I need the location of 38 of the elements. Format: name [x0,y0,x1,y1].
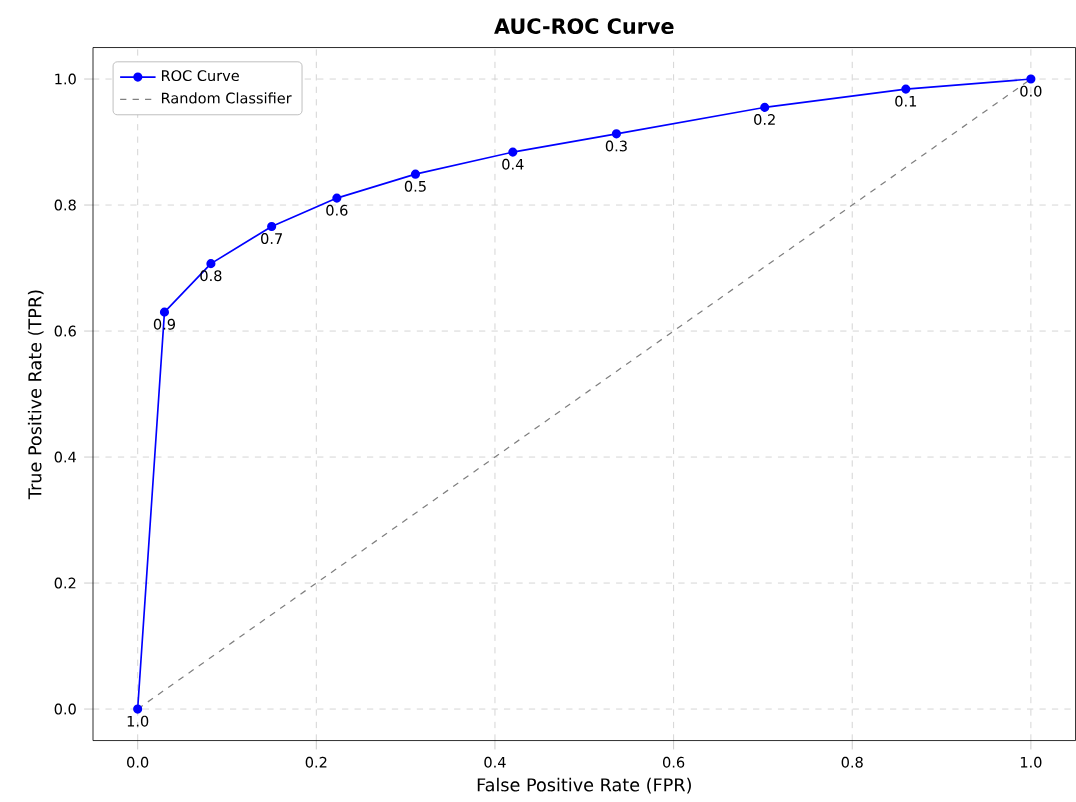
point [508,147,518,157]
legend-label: Random Classifier [161,92,292,104]
point [901,84,911,94]
point [332,193,342,203]
point [133,704,143,714]
y-tick-label: 0.6 [54,325,76,337]
point [760,102,770,112]
legend-label: ROC Curve [161,70,239,82]
annotation: 1.0 [127,715,149,727]
annotation: 0.7 [261,233,282,245]
annotation: 0.1 [895,95,917,107]
chart-title: AUC-ROC Curve [494,18,674,34]
x-tick-label: 0.0 [127,756,149,768]
y-tick-label: 0.0 [54,703,76,715]
annotation: 0.4 [502,158,524,170]
x-tick-label: 1.0 [1020,756,1042,768]
x-tick-label: 0.8 [841,756,863,768]
annotation: 0.0 [1020,85,1042,97]
point [159,307,170,317]
y-tick-label: 1.0 [55,73,76,85]
y-axis-title: True Positive Rate (TPR) [27,290,44,500]
annotation: 0.5 [404,180,426,192]
y-tick-label: 0.2 [54,577,76,589]
point [410,169,421,179]
y-tick-label: 0.4 [54,451,76,463]
annotation: 0.6 [326,204,348,216]
annotation: 0.2 [754,114,775,125]
point [1026,74,1036,84]
x-tick-label: 0.4 [484,756,506,768]
point [206,259,216,269]
point [267,221,277,231]
annotation: 0.8 [200,270,222,282]
x-tick-label: 0.2 [305,756,327,768]
x-axis-title: False Positive Rate (FPR) [477,777,691,794]
x-tick-label: 0.6 [662,756,685,768]
annotation: 0.3 [605,140,627,152]
point [611,129,621,139]
y-tick-label: 0.8 [54,199,76,211]
